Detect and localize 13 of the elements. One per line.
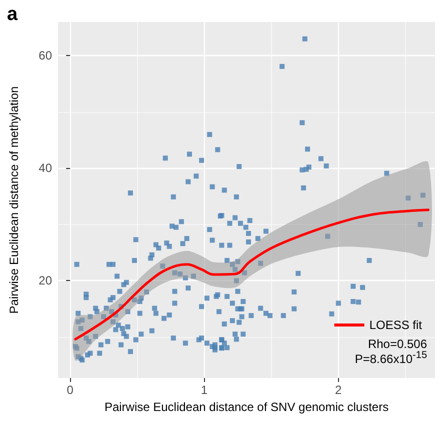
x-axis-title: Pairwise Euclidean distance of SNV genomic clusters: [104, 400, 389, 414]
y-axis-title: Pairwise Euclidean distance of methylation: [7, 86, 21, 314]
chart-title: a: [7, 4, 18, 25]
annotation: Rho=0.506: [368, 337, 427, 351]
x-tick-label: 0: [66, 383, 74, 397]
y-tick-label: 40: [38, 161, 52, 176]
y-tick-label: 20: [38, 274, 52, 288]
annotation: P=8.66x10$^{-15}$: [354, 350, 427, 366]
y-tick-label: 60: [38, 48, 52, 63]
line-series: [74, 208, 430, 340]
x-tick-label: 1: [200, 383, 208, 397]
legend-label: LOESS fit: [369, 318, 423, 332]
x-tick-label: 2: [335, 383, 342, 397]
